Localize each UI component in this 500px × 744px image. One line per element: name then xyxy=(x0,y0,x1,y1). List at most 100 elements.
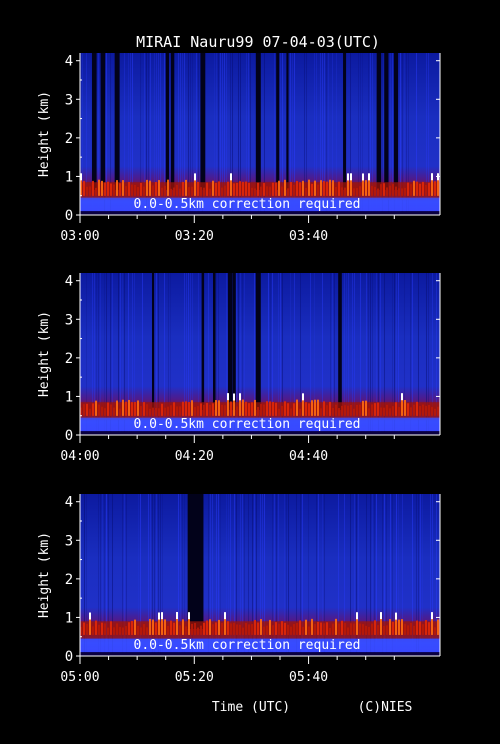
aerosol-mark xyxy=(353,188,355,196)
aerosol-mark xyxy=(290,626,292,635)
near-surface-band xyxy=(80,417,440,432)
correction-annotation: 0.0-0.5km correction required xyxy=(134,638,361,653)
aerosol-mark xyxy=(434,181,436,196)
noise-streak xyxy=(154,273,155,435)
noise-streak xyxy=(224,53,225,215)
noise-streak xyxy=(344,273,345,435)
aerosol-mark xyxy=(281,621,283,635)
aerosol-mark xyxy=(140,627,142,635)
noise-streak xyxy=(248,53,249,215)
aerosol-mark xyxy=(266,625,268,635)
aerosol-mark xyxy=(359,623,361,635)
noise-streak xyxy=(150,53,151,215)
y-tick-label: 3 xyxy=(65,312,73,328)
aerosol-mark xyxy=(326,405,328,416)
dark-column xyxy=(114,53,120,190)
aerosol-mark xyxy=(323,401,325,416)
aerosol-mark xyxy=(98,404,100,416)
noise-streak xyxy=(138,494,139,656)
plot-area xyxy=(80,53,440,215)
noise-streak xyxy=(406,53,407,215)
aerosol-mark xyxy=(368,626,370,635)
y-tick-label: 4 xyxy=(65,274,73,290)
aerosol-mark xyxy=(158,408,160,416)
aerosol-mark xyxy=(125,401,127,416)
aerosol-mark xyxy=(431,406,433,416)
aerosol-mark xyxy=(323,180,325,196)
noise-streak xyxy=(244,273,245,435)
aerosol-mark xyxy=(263,626,265,635)
aerosol-mark xyxy=(263,183,265,196)
aerosol-mark xyxy=(398,619,400,635)
noise-streak xyxy=(376,273,377,435)
noise-streak xyxy=(412,273,413,435)
aerosol-mark xyxy=(389,408,391,416)
aerosol-mark xyxy=(317,184,319,196)
dark-column xyxy=(228,273,233,410)
aerosol-mark xyxy=(161,187,163,196)
noise-streak xyxy=(164,53,165,215)
noise-streak xyxy=(242,273,243,435)
aerosol-mark xyxy=(128,399,130,416)
strong-return-mark xyxy=(239,393,241,401)
aerosol-mark xyxy=(368,408,370,416)
aerosol-mark xyxy=(122,627,124,635)
aerosol-mark xyxy=(350,623,352,635)
aerosol-mark xyxy=(320,622,322,635)
y-tick-label: 0 xyxy=(65,208,73,224)
aerosol-mark xyxy=(329,627,331,635)
aerosol-mark xyxy=(125,186,127,196)
aerosol-mark xyxy=(227,181,229,196)
noise-streak xyxy=(388,53,389,215)
noise-streak xyxy=(408,53,409,215)
aerosol-mark xyxy=(380,184,382,196)
aerosol-mark xyxy=(317,399,319,416)
aerosol-mark xyxy=(359,186,361,196)
noise-streak xyxy=(160,53,161,215)
noise-streak xyxy=(274,494,275,656)
aerosol-mark xyxy=(101,180,103,196)
aerosol-mark xyxy=(239,399,241,416)
aerosol-mark xyxy=(377,188,379,196)
noise-streak xyxy=(220,494,221,656)
noise-streak xyxy=(84,494,85,656)
noise-streak xyxy=(328,53,329,215)
aerosol-mark xyxy=(413,180,415,196)
noise-streak xyxy=(180,53,181,215)
aerosol-mark xyxy=(80,407,82,416)
aerosol-mark xyxy=(260,404,262,416)
aerosol-mark xyxy=(341,620,343,635)
aerosol-mark xyxy=(206,620,208,635)
aerosol-mark xyxy=(260,186,262,196)
aerosol-mark xyxy=(413,404,415,416)
aerosol-mark xyxy=(314,399,316,416)
aerosol-mark xyxy=(332,407,334,416)
noise-streak xyxy=(372,273,373,435)
noise-streak xyxy=(254,494,255,656)
aerosol-mark xyxy=(137,625,139,635)
aerosol-mark xyxy=(359,404,361,416)
aerosol-mark xyxy=(200,403,202,416)
aerosol-mark xyxy=(332,623,334,635)
aerosol-mark xyxy=(263,404,265,416)
aerosol-mark xyxy=(155,407,157,416)
y-axis-label: Height (km) xyxy=(37,91,52,177)
aerosol-mark xyxy=(356,188,358,196)
noise-streak xyxy=(250,53,251,215)
aerosol-mark xyxy=(158,180,160,196)
aerosol-mark xyxy=(254,399,256,416)
aerosol-mark xyxy=(191,400,193,416)
aerosol-mark xyxy=(251,624,253,635)
noise-streak xyxy=(208,273,209,435)
dark-column xyxy=(193,494,199,629)
noise-streak xyxy=(348,273,349,435)
credit-label: (C)NIES xyxy=(358,700,413,715)
noise-streak xyxy=(322,273,323,435)
x-tick-label: 04:40 xyxy=(289,449,328,464)
noise-streak xyxy=(294,273,295,435)
strong-return-mark xyxy=(356,612,358,620)
aerosol-mark xyxy=(245,401,247,416)
noise-streak xyxy=(436,273,437,435)
aerosol-mark xyxy=(299,620,301,635)
aerosol-mark xyxy=(182,181,184,196)
